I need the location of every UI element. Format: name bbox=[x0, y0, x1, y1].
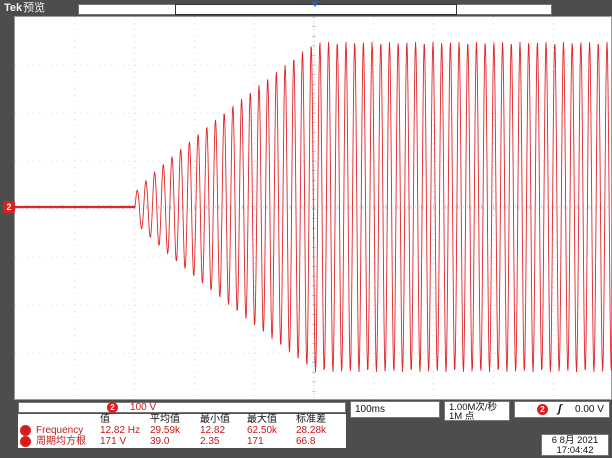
timebase-readout[interactable]: 100ms bbox=[350, 401, 440, 418]
col-header-stddev: 标准差 bbox=[296, 414, 326, 425]
date-label: 6 8月 2021 bbox=[551, 435, 599, 446]
col-header-max: 最大值 bbox=[247, 414, 277, 425]
horizontal-scale: 100ms bbox=[355, 404, 386, 415]
acquisition-mode-label: 预览 bbox=[23, 2, 46, 14]
measurement-header-row: 值 平均值 最小值 最大值 标准差 bbox=[18, 414, 346, 425]
top-status-bar: Tek预览 bbox=[0, 0, 612, 16]
measurement-name: Frequency bbox=[36, 425, 84, 436]
measurement-row-cycle-rms[interactable]: 2 周期均方根 171 V 39.0 2.35 171 66.8 bbox=[18, 436, 346, 447]
measurement-value: 12.82 Hz bbox=[100, 425, 141, 436]
measurement-min: 12.82 bbox=[200, 425, 226, 436]
trigger-position-marker-icon[interactable] bbox=[311, 1, 319, 7]
row-channel-badge: 2 bbox=[20, 436, 31, 447]
waveform-display[interactable] bbox=[14, 16, 612, 401]
trigger-level: 0.00 V bbox=[575, 404, 604, 415]
trigger-source-badge: 2 bbox=[537, 404, 548, 415]
measurement-stddev: 28.28k bbox=[296, 425, 327, 436]
col-header-min: 最小值 bbox=[200, 414, 230, 425]
measurement-row-frequency[interactable]: 2 Frequency 12.82 Hz 29.59k 12.82 62.50k… bbox=[18, 425, 346, 436]
measurement-max: 171 bbox=[247, 436, 264, 447]
col-header-mean: 平均值 bbox=[150, 414, 180, 425]
channel-2-readout[interactable]: 2 100 V bbox=[18, 402, 346, 413]
measurement-max: 62.50k bbox=[247, 425, 278, 436]
measurement-table: 值 平均值 最小值 最大值 标准差 2 Frequency 12.82 Hz 2… bbox=[18, 414, 346, 448]
acquisition-readout[interactable]: 1.00M次/秒 1M 点 bbox=[444, 401, 510, 421]
waveform-graticule bbox=[15, 17, 612, 401]
row-channel-badge: 2 bbox=[20, 425, 31, 436]
channel-2-ground-marker[interactable]: 2 bbox=[3, 201, 15, 213]
record-points: 1M 点 bbox=[449, 411, 475, 422]
scope-brand: Tek预览 bbox=[4, 1, 45, 15]
sample-rate: 1.00M次/秒 bbox=[449, 402, 498, 413]
rising-edge-icon: ʃ bbox=[558, 403, 562, 415]
trigger-readout[interactable]: 2 ʃ 0.00 V bbox=[514, 401, 610, 418]
measurement-mean: 29.59k bbox=[150, 425, 181, 436]
time-label: 17:04:42 bbox=[556, 445, 594, 456]
measurement-stddev: 66.8 bbox=[296, 436, 316, 447]
measurement-name: 周期均方根 bbox=[36, 436, 86, 447]
brand-logo: Tek bbox=[4, 2, 23, 14]
measurement-min: 2.35 bbox=[200, 436, 220, 447]
measurement-mean: 39.0 bbox=[150, 436, 170, 447]
clock-readout: 6 8月 2021 17:04:42 bbox=[541, 434, 609, 456]
channel-vertical-scale: 100 V bbox=[130, 402, 157, 413]
col-header-value: 值 bbox=[100, 414, 110, 425]
measurement-value: 171 V bbox=[100, 436, 127, 447]
channel-badge: 2 bbox=[107, 402, 118, 413]
